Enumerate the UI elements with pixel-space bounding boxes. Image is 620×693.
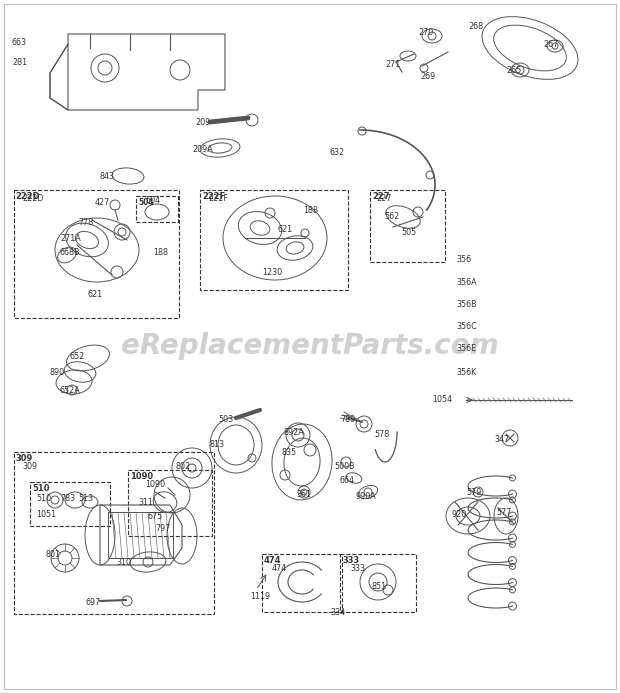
Text: 577: 577 (496, 508, 511, 517)
Text: 920: 920 (452, 510, 467, 519)
Text: 188: 188 (153, 248, 168, 257)
Text: 663: 663 (12, 38, 27, 47)
Text: 188: 188 (303, 206, 318, 215)
Text: 209: 209 (195, 118, 210, 127)
Text: 835: 835 (282, 448, 297, 457)
Text: 356A: 356A (456, 278, 477, 287)
Text: 1090: 1090 (130, 472, 153, 481)
Bar (262, 554, 342, 612)
Text: 270: 270 (418, 28, 433, 37)
Bar (340, 554, 416, 612)
Text: 267: 267 (543, 40, 558, 49)
Text: 890: 890 (50, 368, 65, 377)
Text: 1230: 1230 (262, 268, 282, 277)
Text: 510: 510 (32, 484, 50, 493)
Text: 503: 503 (218, 415, 233, 424)
Text: 783: 783 (60, 494, 75, 503)
Text: 652: 652 (70, 352, 86, 361)
Bar (370, 190, 445, 262)
Text: 271: 271 (385, 60, 401, 69)
Text: 797: 797 (155, 524, 170, 533)
Text: 851: 851 (372, 582, 387, 591)
Text: 265: 265 (506, 66, 521, 75)
Text: 209A: 209A (192, 145, 213, 154)
Text: 269: 269 (420, 72, 435, 81)
Text: 222F: 222F (202, 192, 225, 201)
Bar (200, 190, 348, 290)
Text: 892A: 892A (284, 428, 305, 437)
Text: 356K: 356K (456, 368, 476, 377)
Text: 621: 621 (278, 225, 293, 234)
Bar (136, 196, 178, 222)
Text: 802: 802 (175, 462, 190, 471)
Text: 664: 664 (340, 476, 355, 485)
Text: 222F: 222F (208, 194, 228, 203)
Text: 505: 505 (401, 228, 416, 237)
Text: 1090: 1090 (145, 480, 165, 489)
Text: 578: 578 (374, 430, 389, 439)
Text: 361: 361 (296, 490, 311, 499)
Text: 427: 427 (95, 198, 110, 207)
Text: 474: 474 (264, 556, 281, 565)
Text: 1054: 1054 (432, 395, 452, 404)
Text: 500B: 500B (334, 462, 355, 471)
Text: 281: 281 (12, 58, 27, 67)
Bar (128, 470, 212, 536)
Text: 333: 333 (350, 564, 365, 573)
Text: 632: 632 (330, 148, 345, 157)
Text: 227: 227 (376, 194, 391, 203)
Text: 309: 309 (22, 462, 37, 471)
Text: 668B: 668B (60, 248, 81, 257)
Text: 504: 504 (145, 196, 160, 205)
Text: 789: 789 (340, 415, 355, 424)
Text: 333: 333 (342, 556, 359, 565)
Text: 504: 504 (138, 198, 154, 207)
Text: 356E: 356E (456, 344, 476, 353)
Text: 813: 813 (210, 440, 225, 449)
Text: 222D: 222D (15, 192, 40, 201)
Text: 801: 801 (46, 550, 61, 559)
Bar (108, 512, 173, 558)
Text: 990A: 990A (356, 492, 377, 501)
Text: 1119: 1119 (250, 592, 270, 601)
Bar (14, 190, 179, 318)
Text: 562: 562 (384, 212, 399, 221)
Text: 347: 347 (494, 435, 509, 444)
Bar (30, 482, 110, 526)
Text: 356C: 356C (456, 322, 477, 331)
Text: 579: 579 (466, 488, 481, 497)
Text: 356: 356 (456, 255, 471, 264)
Text: 510: 510 (36, 494, 51, 503)
Text: 474: 474 (272, 564, 287, 573)
Text: 311: 311 (138, 498, 153, 507)
Text: 334: 334 (330, 608, 345, 617)
Text: 675: 675 (147, 512, 162, 521)
Text: 222D: 222D (22, 194, 43, 203)
Text: 309: 309 (15, 454, 32, 463)
Text: eReplacementParts.com: eReplacementParts.com (121, 333, 499, 360)
Bar (14, 452, 214, 614)
Text: 778: 778 (78, 218, 93, 227)
Text: 310: 310 (116, 558, 131, 567)
Text: 697: 697 (85, 598, 100, 607)
Text: 356B: 356B (456, 300, 477, 309)
Text: 271A: 271A (60, 234, 81, 243)
Text: 513: 513 (78, 494, 93, 503)
Text: 652A: 652A (60, 386, 81, 395)
Text: 268: 268 (468, 22, 483, 31)
Text: 843: 843 (100, 172, 115, 181)
Text: 1051: 1051 (36, 510, 56, 519)
Text: 227: 227 (372, 192, 389, 201)
Text: 621: 621 (88, 290, 103, 299)
